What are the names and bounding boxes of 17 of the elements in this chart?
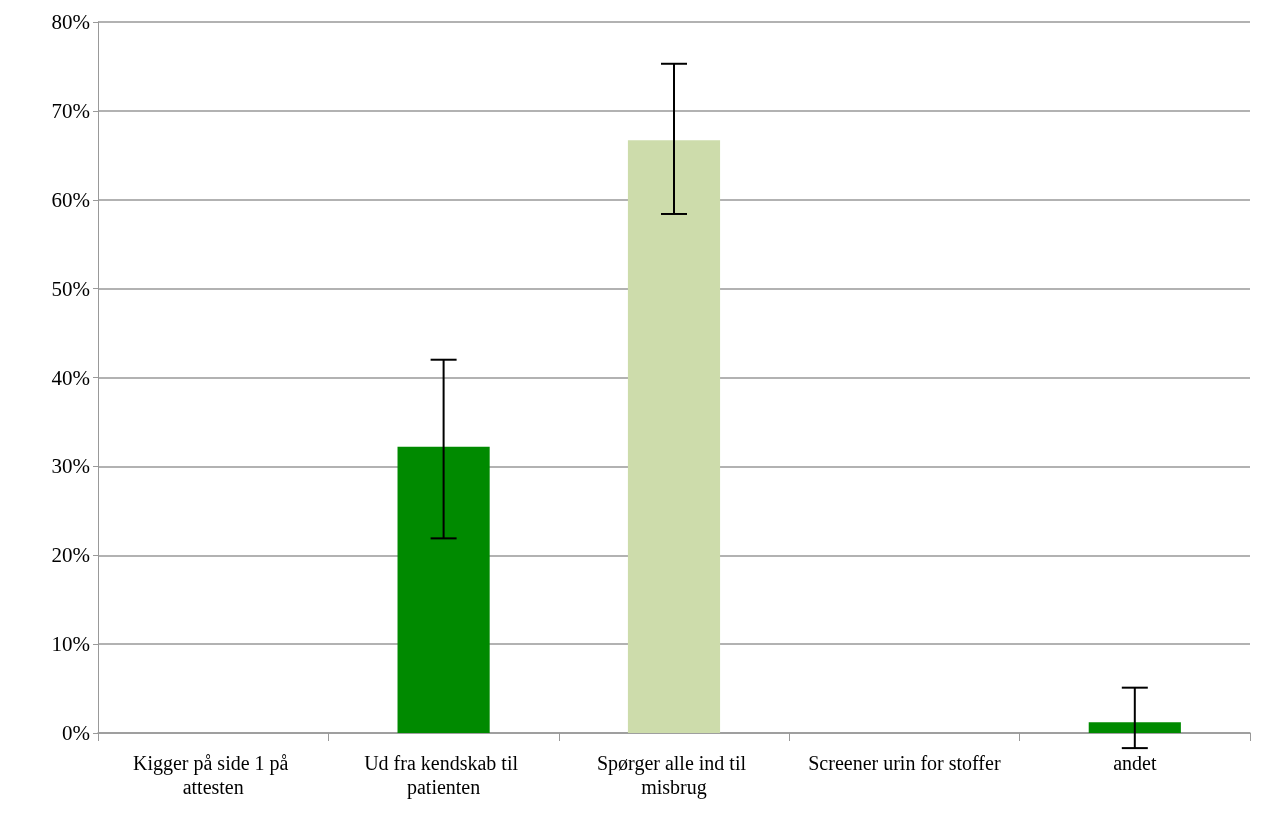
y-tick-label: 10% [51,632,90,657]
x-tick-label: andet [1113,752,1157,774]
bar [397,446,490,733]
x-tick-label: Screener urin for stoffer [808,752,1001,774]
y-tick-label: 50% [51,276,90,301]
x-tick-label: Spørger alle ind til misbrug [596,752,752,799]
y-tick-label: 20% [51,543,90,568]
y-tick-label: 40% [51,365,90,390]
x-tick-label: Kigger på side 1 på attesten [132,752,294,798]
bar [1088,722,1181,733]
x-tick-label: Ud fra kendskab til patienten [364,752,524,799]
y-tick-label: 30% [51,454,90,479]
bar [627,140,721,733]
y-tick-label: 0% [62,721,90,745]
y-tick-label: 70% [51,98,90,123]
y-tick-label: 60% [51,187,90,212]
y-tick-label: 80% [51,10,90,34]
